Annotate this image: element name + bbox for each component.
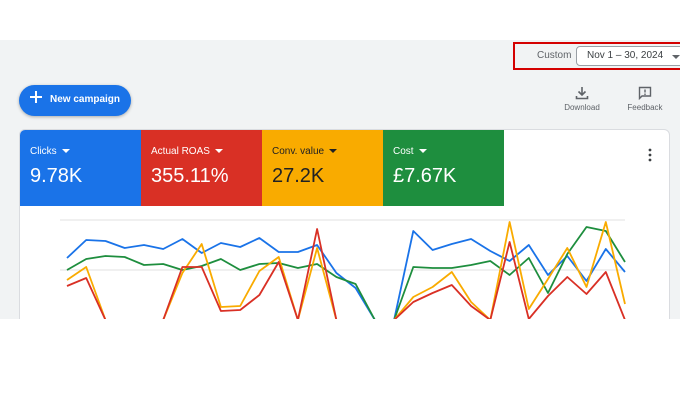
date-range-label: Custom xyxy=(537,50,572,61)
download-label: Download xyxy=(564,103,600,112)
feedback-button[interactable]: Feedback xyxy=(617,86,673,118)
more-vert-icon[interactable] xyxy=(643,147,657,163)
download-icon xyxy=(575,87,589,100)
chevron-down-icon xyxy=(672,55,680,59)
blank-area xyxy=(0,319,680,409)
metric-value: 9.78K xyxy=(30,165,83,187)
new-campaign-button[interactable]: New campaign xyxy=(19,85,131,116)
chart-series-line xyxy=(66,226,626,321)
new-campaign-label: New campaign xyxy=(50,94,121,105)
feedback-label: Feedback xyxy=(627,103,663,112)
caret-down-icon xyxy=(61,149,70,154)
caret-down-icon xyxy=(214,149,223,154)
plus-icon xyxy=(30,91,42,103)
date-range-dropdown[interactable]: Nov 1 – 30, 2024 xyxy=(576,46,680,66)
metric-tile-cost[interactable]: Cost £7.67K xyxy=(383,130,504,206)
performance-line-chart xyxy=(60,219,626,321)
chart-series-line xyxy=(66,230,626,321)
metric-label: Clicks xyxy=(30,146,70,157)
metric-value: £7.67K xyxy=(393,165,457,187)
metric-value: 355.11% xyxy=(151,165,229,187)
metric-label: Conv. value xyxy=(272,146,338,157)
date-range-selector: Custom Nov 1 – 30, 2024 xyxy=(513,42,680,70)
metric-value: 27.2K xyxy=(272,165,325,187)
caret-down-icon xyxy=(329,149,338,154)
metric-label: Actual ROAS xyxy=(151,146,223,157)
metric-label: Cost xyxy=(393,146,427,157)
metric-tile-actual-roas[interactable]: Actual ROAS 355.11% xyxy=(141,130,262,206)
download-button[interactable]: Download xyxy=(554,86,610,118)
caret-down-icon xyxy=(418,149,427,154)
date-range-value: Nov 1 – 30, 2024 xyxy=(587,50,664,61)
chart-series-line xyxy=(66,228,626,321)
metric-tile-conv-value[interactable]: Conv. value 27.2K xyxy=(262,130,383,206)
metric-tile-clicks[interactable]: Clicks 9.78K xyxy=(20,130,141,206)
feedback-icon xyxy=(638,86,652,100)
performance-card: Clicks 9.78K Actual ROAS 355.11% Conv. v… xyxy=(19,129,670,329)
